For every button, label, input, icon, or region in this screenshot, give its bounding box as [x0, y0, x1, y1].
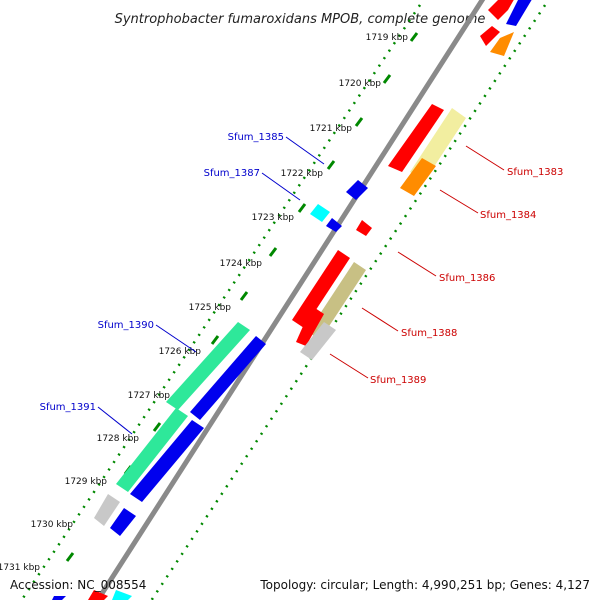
leader-line	[155, 324, 197, 353]
gene-label-sfum-1390: Sfum_1390	[98, 320, 154, 331]
tick-label: 1730 kbp	[31, 520, 74, 530]
tick-mark	[152, 422, 162, 432]
gene-feature	[506, 0, 532, 26]
tick-label: 1720 kbp	[339, 79, 382, 89]
tick-label: 1721 kbp	[310, 124, 353, 134]
gene-label-sfum-1391: Sfum_1391	[40, 402, 96, 413]
genome-backbone	[94, 0, 486, 600]
tick-label: 1729 kbp	[65, 477, 108, 487]
tick-mark	[409, 32, 419, 42]
tick-label: 1726 kbp	[159, 347, 202, 357]
tick-mark	[297, 203, 307, 213]
leader-line	[97, 406, 133, 435]
gene-sfum-1387	[310, 204, 330, 222]
genome-summary-text: Topology: circular; Length: 4,990,251 bp…	[260, 578, 590, 592]
gene-sfum-1391	[116, 408, 188, 492]
leader-line	[361, 307, 399, 332]
gene-sfum-1388	[308, 262, 366, 340]
leader-line	[329, 353, 369, 379]
gene-label-sfum-1383: Sfum_1383	[507, 167, 563, 178]
gene-blue	[130, 420, 204, 502]
tick-mark	[268, 247, 278, 257]
gene-label-sfum-1384: Sfum_1384	[480, 210, 536, 221]
gene-feature	[326, 218, 342, 232]
leader-line	[285, 136, 325, 165]
leader-line	[439, 189, 479, 214]
leader-line	[397, 251, 437, 277]
gene-sfum-1385	[346, 180, 368, 200]
tick-label: 1727 kbp	[128, 391, 171, 401]
tick-mark	[65, 552, 75, 562]
gene-blue	[110, 508, 136, 536]
gene-label-sfum-1385: Sfum_1385	[228, 132, 284, 143]
gene-feature	[490, 32, 514, 56]
tick-label: 1719 kbp	[366, 33, 409, 43]
accession-text: Accession: NC_008554	[10, 578, 147, 592]
gene-label-sfum-1389: Sfum_1389	[370, 375, 426, 386]
tick-mark	[239, 291, 249, 301]
inner-dotted-guide	[20, 0, 425, 600]
tick-label: 1725 kbp	[189, 303, 232, 313]
tick-label: 1724 kbp	[220, 259, 263, 269]
gene-feature	[480, 26, 500, 46]
gene-sfum-1390	[166, 322, 250, 410]
gene-sfum-1389	[300, 322, 336, 360]
gene-red	[296, 306, 324, 346]
gene-label-sfum-1387: Sfum_1387	[204, 168, 260, 179]
gene-feature	[112, 590, 132, 600]
tick-label: 1728 kbp	[97, 434, 140, 444]
gene-feature	[488, 0, 514, 20]
leader-line	[261, 172, 301, 201]
gene-feature	[88, 590, 108, 600]
tick-mark	[326, 160, 336, 170]
tick-mark	[210, 335, 220, 345]
tick-mark	[354, 117, 364, 127]
map-title: Syntrophobacter fumaroxidans MPOB, compl…	[115, 12, 486, 27]
gene-feature	[52, 596, 66, 600]
gene-label-sfum-1386: Sfum_1386	[439, 273, 495, 284]
gene-label-sfum-1388: Sfum_1388	[401, 328, 457, 339]
tick-label: 1723 kbp	[252, 213, 295, 223]
gene-sfum-1386	[356, 220, 372, 236]
gene-sfum-1384	[400, 158, 436, 196]
tick-label: 1731 kbp	[0, 563, 40, 573]
tick-label: 1722 kbp	[281, 169, 324, 179]
tick-mark	[382, 74, 392, 84]
leader-line	[465, 145, 505, 171]
gene-sfum-1388-red	[292, 250, 350, 328]
gene-blue	[190, 336, 266, 420]
outer-dotted-guide	[150, 0, 550, 600]
gene-grey	[94, 494, 120, 526]
gene-sfum-1383	[388, 104, 444, 172]
